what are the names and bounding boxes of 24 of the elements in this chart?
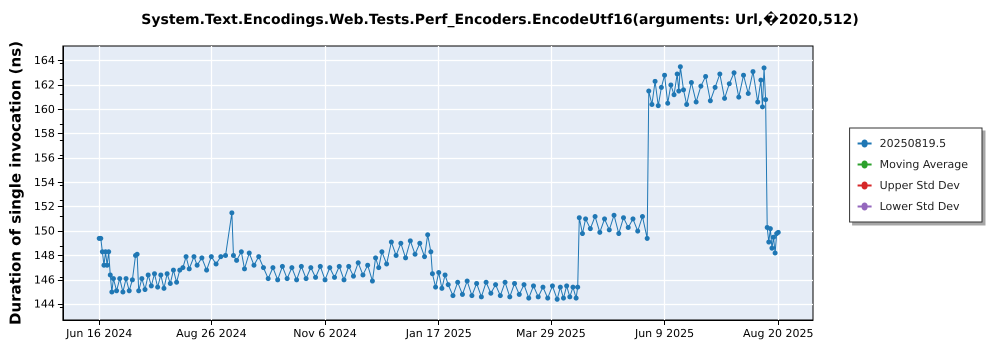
y-tick-label: 150 bbox=[34, 224, 55, 238]
y-tick-label: 156 bbox=[34, 152, 55, 165]
x-tick-label: Jun 16 2024 bbox=[65, 327, 132, 340]
y-tick-label: 148 bbox=[34, 248, 55, 262]
legend-label: 20250819.5 bbox=[880, 137, 946, 150]
x-tick-label: Jun 9 2025 bbox=[634, 327, 694, 340]
x-tick-label: Aug 20 2025 bbox=[743, 327, 814, 340]
chart-title: System.Text.Encodings.Web.Tests.Perf_Encoders.EncodeUtf16(arguments: Url,�2020,512) bbox=[141, 11, 859, 28]
x-tick-label: Nov 6 2024 bbox=[293, 327, 357, 340]
y-axis-title: Duration of single invocation (ns) bbox=[6, 41, 24, 325]
x-tick-label: Jan 17 2025 bbox=[404, 327, 472, 340]
y-tick-label: 160 bbox=[34, 102, 55, 116]
legend-label: Moving Average bbox=[880, 158, 968, 171]
legend-label: Upper Std Dev bbox=[880, 179, 960, 192]
y-tick-label: 146 bbox=[34, 273, 55, 286]
y-tick-label: 154 bbox=[34, 176, 55, 189]
y-tick-label: 164 bbox=[34, 54, 55, 68]
x-tick-label: Mar 29 2025 bbox=[516, 327, 586, 340]
y-tick-label: 158 bbox=[34, 127, 55, 140]
y-tick-label: 144 bbox=[34, 298, 55, 311]
legend-label: Lower Std Dev bbox=[880, 200, 960, 213]
y-tick-label: 162 bbox=[34, 78, 55, 92]
y-tick-label: 152 bbox=[34, 200, 55, 214]
x-tick-label: Aug 26 2024 bbox=[176, 327, 247, 340]
